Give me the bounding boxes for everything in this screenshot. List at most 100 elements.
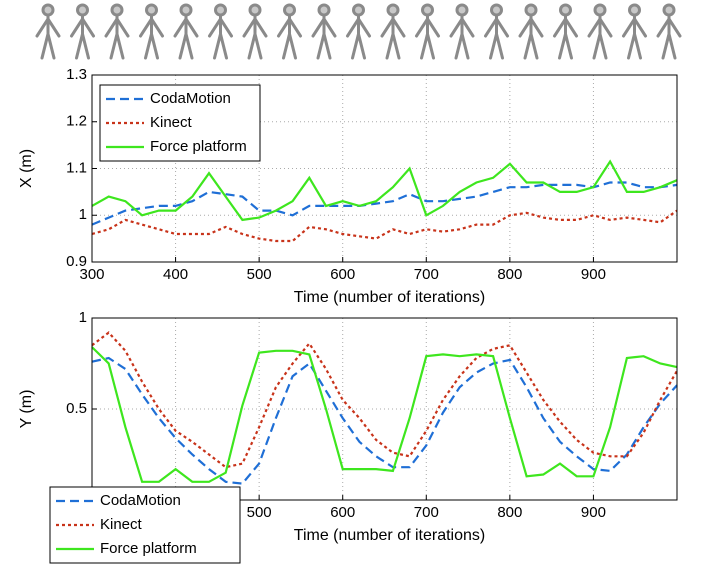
y-tick-label: 1 [79,309,87,326]
humanoid [656,3,682,60]
arm [150,17,164,38]
leg [40,32,50,60]
head [41,3,55,17]
y-tick-label: 1 [79,206,87,223]
humanoid [553,3,578,60]
arm [242,17,257,38]
leg [75,32,84,60]
leg [564,32,573,60]
humanoid [484,3,509,60]
arm [391,17,406,38]
leg [351,32,360,60]
head [283,3,296,17]
x-axis-title: Time (number of iterations) [294,289,485,306]
head [352,3,365,17]
x-tick-label: 900 [581,504,606,521]
head [455,3,469,17]
arm [104,17,119,38]
arm [484,17,498,38]
x-tick-label: 600 [330,266,355,283]
humanoid [242,3,268,60]
arm [518,17,533,38]
x-tick-label: 500 [247,504,272,521]
humanoid-row [35,3,682,60]
head [317,3,331,17]
leg [558,32,567,60]
leg [454,32,464,60]
arm [139,17,153,38]
head [593,3,607,17]
arm [81,17,95,38]
head [110,3,124,17]
series-line [91,209,678,243]
humanoid [518,3,544,60]
arm [357,17,371,38]
leg [253,32,263,60]
legend: CodaMotion Kinect Force platform [49,486,241,564]
head [386,3,400,17]
leg [316,32,326,60]
x-axis-title: Time (number of iterations) [294,527,485,544]
leg [178,32,188,60]
legend: CodaMotion Kinect Force platform [99,84,261,162]
arm [322,17,337,38]
series-line [91,159,678,222]
leg [627,32,636,60]
arm [219,17,233,38]
arm [115,17,130,38]
arm [173,17,188,38]
head [628,3,641,17]
leg [282,32,291,60]
x-tick-label: 400 [163,266,188,283]
y-tick-label: 0.5 [66,400,87,417]
arm [564,17,578,38]
head [76,3,89,17]
leg [385,32,395,60]
leg [109,32,119,60]
leg [150,32,159,60]
leg [144,32,153,60]
leg [357,32,366,60]
legend-label: Force platform [100,540,197,557]
arm [495,17,509,38]
arm [426,17,440,38]
humanoid [104,3,130,60]
legend-label: Kinect [100,516,143,533]
x-tick-label: 500 [247,266,272,283]
humanoid [380,3,406,60]
leg [633,32,642,60]
arm [529,17,544,38]
humanoid [415,3,440,60]
leg [661,32,671,60]
arm [598,17,613,38]
arm [35,17,50,38]
y-tick-label: 1.2 [66,113,87,130]
head [214,3,227,17]
humanoid [346,3,371,60]
head [490,3,503,17]
leg [46,32,56,60]
head [662,3,676,17]
arm [415,17,429,38]
leg [426,32,435,60]
leg [391,32,401,60]
arm [656,17,671,38]
arm [587,17,602,38]
head [421,3,434,17]
leg [213,32,222,60]
humanoid [622,3,647,60]
y-tick-label: 0.9 [66,253,87,270]
head [524,3,538,17]
arm [380,17,395,38]
leg [322,32,332,60]
x-tick-label: 800 [497,266,522,283]
arm [184,17,199,38]
humanoid [449,3,475,60]
head [145,3,158,17]
y-axis-title: Y (m) [18,390,35,429]
humanoid [139,3,164,60]
head [248,3,262,17]
x-tick-label: 900 [581,266,606,283]
humanoid [277,3,302,60]
leg [420,32,429,60]
